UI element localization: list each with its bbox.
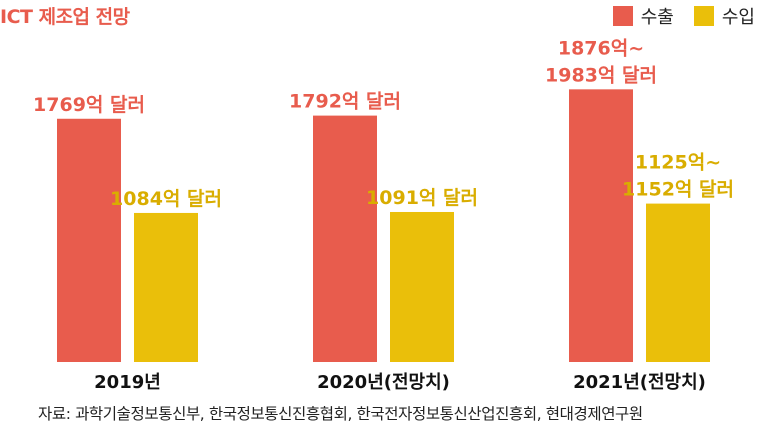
source-note: 자료: 과학기술정보통신부, 한국정보통신진흥협회, 한국전자정보통신산업진흥회… — [38, 405, 643, 423]
legend-item-import: 수입 — [693, 3, 755, 29]
x-tick-label-1: 2020년(전망치) — [317, 372, 450, 393]
legend: 수출 수입 — [612, 3, 755, 29]
data-label-import-1-0: 1091억 달러 — [366, 187, 478, 209]
x-tick-label-2: 2021년(전망치) — [573, 372, 706, 393]
chart-title: ICT 제조업 전망 — [0, 6, 130, 28]
data-label-export-1-0: 1792억 달러 — [289, 91, 401, 113]
data-label-import-0-0: 1084억 달러 — [110, 188, 222, 210]
data-label-export-2-1: 1983억 달러 — [545, 64, 657, 86]
legend-label-export: 수출 — [640, 7, 674, 28]
legend-item-export: 수출 — [612, 3, 674, 29]
data-label-export-2-0: 1876억~ — [558, 37, 644, 59]
bar-import-0 — [134, 212, 198, 362]
data-label-export-0-0: 1769억 달러 — [33, 94, 145, 116]
data-label-import-2-1: 1152억 달러 — [622, 179, 734, 201]
bar-export-1 — [313, 115, 377, 362]
bar-export-0 — [57, 118, 121, 362]
legend-swatch-import — [693, 6, 714, 26]
bar-import-1 — [390, 211, 454, 362]
data-label-import-2-0: 1125억~ — [635, 152, 721, 174]
legend-label-import: 수입 — [721, 7, 755, 28]
bar-chart: 1769억 달러 1792억 달러 1876억~ 1983억 달러 1084억 달러 10… — [33, 37, 734, 393]
x-tick-label-0: 2019년 — [94, 372, 161, 393]
bar-import-2 — [646, 203, 710, 362]
bar-export-2 — [569, 89, 633, 363]
legend-swatch-export — [612, 6, 633, 26]
